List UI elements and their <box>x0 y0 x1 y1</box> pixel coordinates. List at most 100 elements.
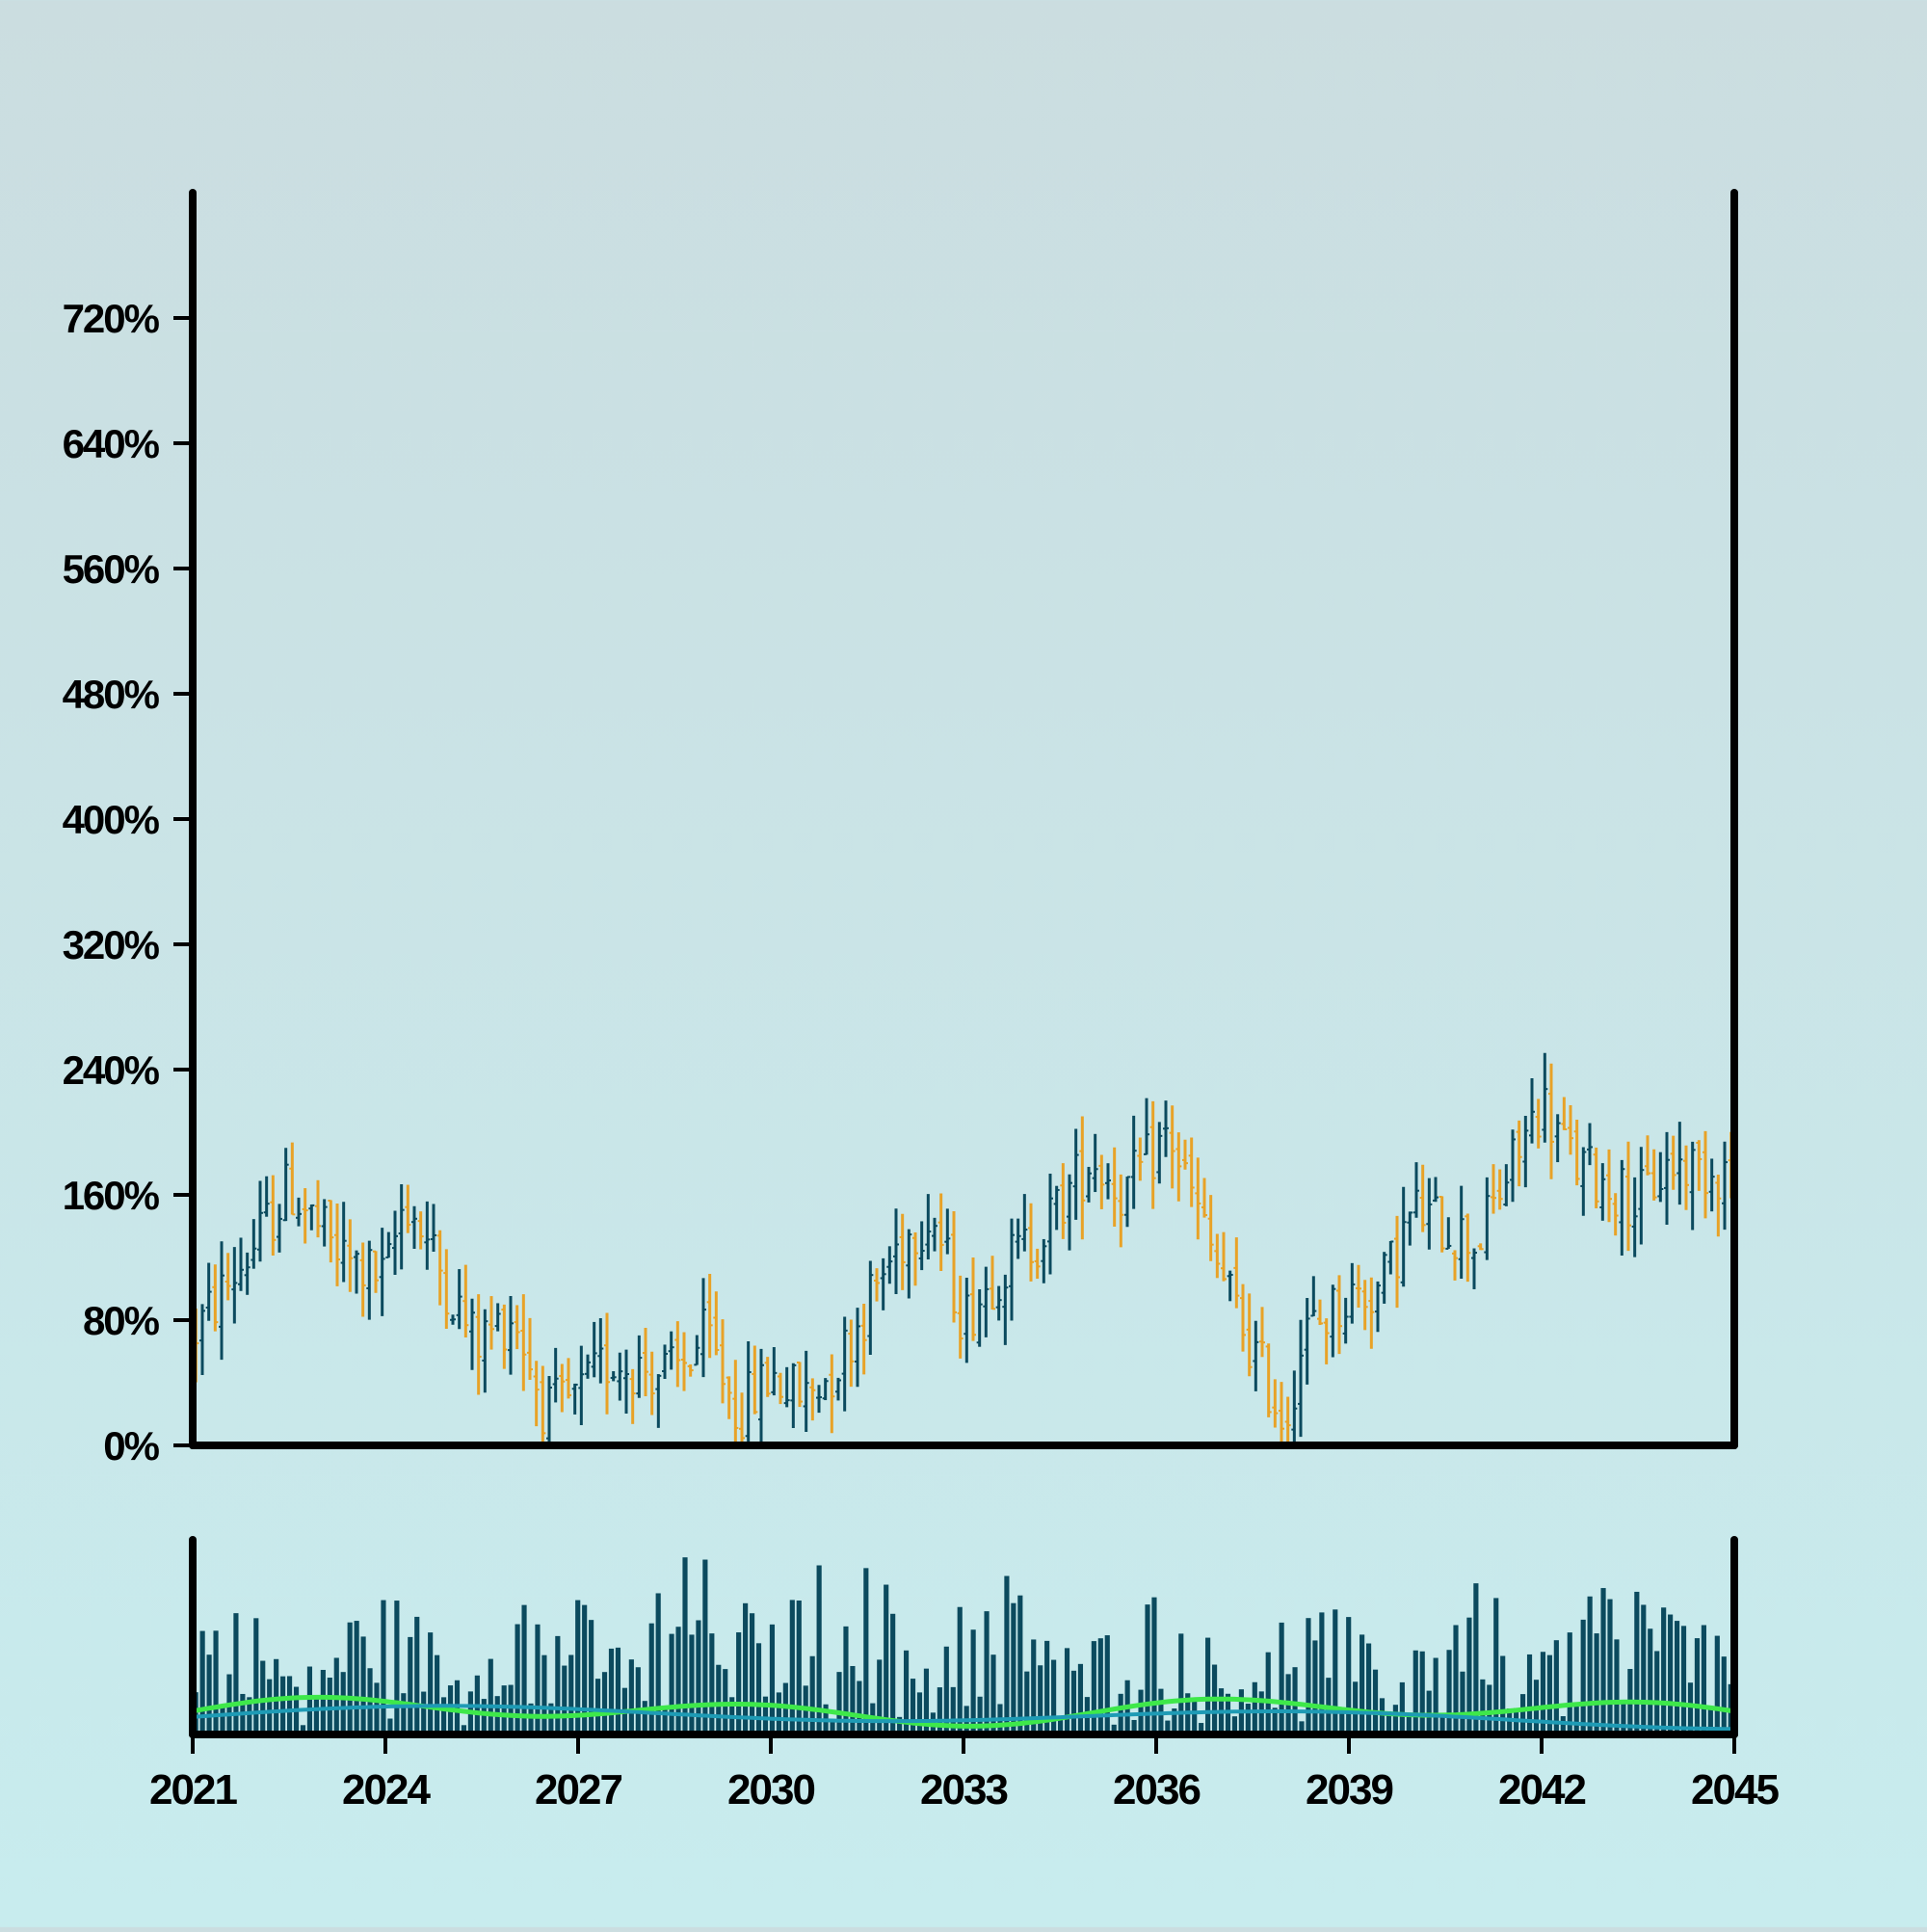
ohlc-bar <box>1535 1098 1542 1149</box>
volume-bar <box>716 1664 722 1734</box>
ohlc-bar <box>1002 1274 1009 1345</box>
ohlc-bar <box>1246 1293 1253 1377</box>
volume-bar <box>435 1654 440 1734</box>
volume-bar <box>515 1624 520 1734</box>
volume-bar <box>253 1618 259 1734</box>
volume-bar <box>1172 1708 1177 1734</box>
volume-bar <box>675 1627 681 1734</box>
volume-bar <box>340 1672 346 1734</box>
volume-bar <box>736 1632 742 1734</box>
ohlc-bar <box>1072 1128 1079 1220</box>
ma-slow-line <box>196 1704 1731 1732</box>
y-tick-label: 400% <box>63 797 160 842</box>
ohlc-bar <box>1169 1105 1175 1189</box>
ohlc-bar <box>726 1376 732 1419</box>
volume-bar <box>300 1725 306 1734</box>
ohlc-bar <box>597 1318 604 1384</box>
volume-bar <box>589 1620 594 1734</box>
ohlc-bar <box>1323 1318 1330 1364</box>
ohlc-bar <box>205 1262 212 1321</box>
ohlc-bar <box>1413 1162 1419 1218</box>
ohlc-bar <box>674 1321 681 1388</box>
volume-bar <box>381 1600 386 1734</box>
ohlc-bar <box>1573 1120 1580 1186</box>
ohlc-bar <box>1221 1231 1227 1282</box>
volume-bar <box>461 1725 467 1734</box>
volume-bar <box>769 1624 776 1734</box>
ohlc-bar <box>855 1308 860 1388</box>
ohlc-bar <box>636 1335 643 1398</box>
volume-bar <box>1004 1575 1010 1734</box>
volume-bar <box>1473 1583 1479 1734</box>
volume-bar <box>414 1616 420 1734</box>
volume-bar <box>863 1568 869 1734</box>
ohlc-bar <box>886 1246 893 1284</box>
ohlc-bar <box>648 1351 655 1416</box>
y-tick-label: 640% <box>63 421 160 466</box>
y-tick-label: 480% <box>63 672 160 717</box>
volume-bar <box>481 1699 487 1734</box>
ohlc-bar <box>385 1231 392 1258</box>
volume-bar <box>1265 1652 1271 1734</box>
ohlc-bar <box>321 1199 328 1247</box>
x-tick-label: 2039 <box>1306 1766 1392 1813</box>
volume-bar <box>1365 1643 1372 1734</box>
volume-bar <box>555 1635 561 1734</box>
volume-bar <box>1668 1614 1674 1734</box>
volume-bar <box>206 1654 212 1734</box>
ohlc-bar <box>277 1204 282 1253</box>
ohlc-bar <box>443 1249 450 1330</box>
ohlc-bar <box>1477 1243 1484 1251</box>
ohlc-bar <box>263 1176 270 1217</box>
volume-bar <box>1151 1597 1157 1734</box>
ohlc-bar <box>790 1363 797 1429</box>
ohlc-bar <box>508 1295 514 1375</box>
volume-bar <box>1225 1693 1231 1734</box>
ohlc-bar <box>1201 1178 1207 1218</box>
volume-bars <box>193 1557 1733 1734</box>
ohlc-bar <box>700 1278 706 1378</box>
ohlc-bar <box>1657 1151 1664 1203</box>
ohlc-bar <box>1284 1396 1291 1444</box>
ohlc-bar <box>841 1316 848 1412</box>
ohlc-bar <box>1291 1370 1298 1445</box>
volume-bar <box>1353 1681 1359 1734</box>
volume-bar <box>1480 1679 1486 1734</box>
ohlc-bar <box>662 1344 668 1379</box>
volume-bar <box>755 1643 762 1734</box>
volume-bar <box>1306 1618 1311 1734</box>
ohlc-bar <box>1593 1147 1599 1208</box>
ohlc-bar <box>809 1378 816 1421</box>
ohlc-bar <box>1144 1098 1149 1155</box>
ohlc-bar <box>411 1205 417 1250</box>
ohlc-bar <box>1510 1129 1516 1203</box>
ohlc-bar <box>302 1188 308 1244</box>
ohlc-bar <box>1310 1276 1317 1317</box>
volume-bar <box>1339 1708 1345 1734</box>
ohlc-bar <box>1342 1297 1349 1344</box>
ohlc-bar <box>289 1142 296 1216</box>
volume-bar <box>1111 1724 1117 1734</box>
ohlc-bar <box>559 1363 566 1413</box>
ohlc-bar <box>1137 1137 1144 1181</box>
ohlc-bar <box>1561 1097 1568 1130</box>
ohlc-bar <box>713 1291 720 1356</box>
ohlc-bar <box>745 1341 752 1445</box>
volume-bar <box>1272 1707 1278 1734</box>
volume-bar <box>548 1703 554 1734</box>
ohlc-bar <box>1188 1137 1195 1207</box>
volume-bar <box>628 1659 634 1734</box>
ohlc-bar <box>783 1366 790 1408</box>
ohlc-bar <box>1587 1123 1593 1166</box>
volume-bar <box>970 1629 976 1734</box>
volume-bar <box>1038 1665 1043 1734</box>
ohlc-bar <box>918 1221 925 1271</box>
volume-bar <box>1654 1651 1660 1734</box>
ohlc-bar <box>816 1385 822 1414</box>
ohlc-bar <box>527 1317 533 1381</box>
ohlc-bar <box>1053 1185 1060 1231</box>
volume-bar <box>1064 1648 1070 1734</box>
ohlc-bar <box>1631 1177 1638 1257</box>
y-tick-label: 560% <box>63 546 160 592</box>
ohlc-bar <box>282 1148 289 1222</box>
